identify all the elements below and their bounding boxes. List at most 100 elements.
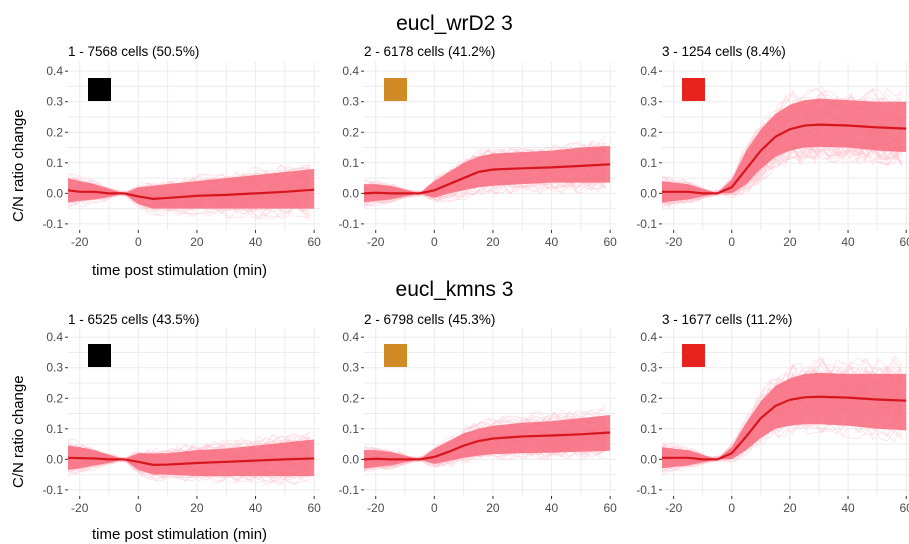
mean-line [68,456,315,466]
x-tick-label: 0 [431,501,438,515]
y-tick-label: 0.1 [640,422,657,436]
y-tick-label: 0.2 [640,391,657,405]
interquartile-band [364,415,611,469]
y-tick-label: 0.4 [342,330,359,344]
cell-trace [68,194,310,220]
y-tick-label: 0.4 [46,330,63,344]
cell-trace [662,88,903,192]
cell-trace [68,431,311,459]
y-tick-label: 0.0 [342,186,359,200]
mean-line [364,431,611,461]
x-tick-label: 60 [900,235,909,249]
x-tick-label: 20 [486,235,500,249]
y-tick-label: 0.3 [46,361,63,375]
y-tick-label: 0.3 [342,95,359,109]
cell-trace [364,135,606,192]
x-tick-label: 40 [841,501,855,515]
x-tick-label: 60 [603,235,617,249]
y-tick-label: 0.2 [342,391,359,405]
x-tick-label: -20 [367,501,385,515]
y-tick-label: 0.3 [342,361,359,375]
panel-title-6: 3 - 1677 cells (11.2%) [662,312,793,327]
figure-title-1: eucl_wrD2 3 [396,12,513,35]
x-tick-label: 20 [190,235,204,249]
axis-ticks: -20 0 20 40 60 -0.1 0.0 0.1 0.2 0.3 0.4 [636,64,909,249]
interquartile-band [68,168,315,209]
x-tick-label: 0 [135,235,142,249]
x-tick-label: 0 [728,501,735,515]
y-tick-label: 0.2 [342,125,359,139]
panel-title-2: 2 - 6178 cells (41.2%) [364,44,496,59]
y-tick-label: 0.0 [46,186,63,200]
panel-3: -20 0 20 40 60 -0.1 0.0 0.1 0.2 0.3 0.4 [636,62,909,249]
panel-title-3: 3 - 1254 cells (8.4%) [662,44,786,59]
axis-ticks: -20 0 20 40 60 -0.1 0.0 0.1 0.2 0.3 0.4 [42,330,321,515]
x-tick-label: -20 [665,235,683,249]
cluster-swatch [682,344,705,367]
cluster-swatch [384,344,407,367]
cluster-swatch [682,78,705,101]
x-tick-label: 40 [249,235,263,249]
mean-line [662,395,907,461]
figure-title-2: eucl_kmns 3 [395,278,514,301]
panel-title-1: 1 - 7568 cells (50.5%) [68,44,200,59]
x-tick-label: 40 [841,235,855,249]
x-tick-label: 20 [783,235,797,249]
x-tick-label: 0 [431,235,438,249]
y-tick-label: 0.0 [342,452,359,466]
cell-trace [662,141,903,205]
y-tick-label: -0.1 [636,483,657,497]
y-tick-label: -0.1 [338,217,359,231]
y-tick-label: 0.3 [46,95,63,109]
y-tick-label: 0.3 [640,361,657,375]
axis-ticks: -20 0 20 40 60 -0.1 0.0 0.1 0.2 0.3 0.4 [338,330,617,515]
y-tick-label: 0.4 [640,330,657,344]
y-tick-label: 0.1 [342,156,359,170]
cluster-swatch [384,78,407,101]
x-tick-label: 40 [249,501,263,515]
y-tick-label: 0.3 [640,95,657,109]
interquartile-band [662,372,907,469]
y-tick-label: 0.1 [46,422,63,436]
x-tick-label: -20 [367,235,385,249]
y-tick-label: 0.0 [640,452,657,466]
axis-ticks: -20 0 20 40 60 -0.1 0.0 0.1 0.2 0.3 0.4 [42,64,321,249]
x-tick-label: 60 [900,501,909,515]
panel-6: -20 0 20 40 60 -0.1 0.0 0.1 0.2 0.3 0.4 [636,328,909,515]
x-tick-label: 60 [307,501,321,515]
y-tick-label: 0.4 [46,64,63,78]
mean-line [364,163,611,195]
x-tick-label: 20 [486,501,500,515]
y-tick-label: -0.1 [636,217,657,231]
cluster-swatch [88,344,111,367]
y-tick-label: 0.1 [342,422,359,436]
y-tick-label: 0.2 [46,125,63,139]
x-tick-label: 60 [603,501,617,515]
y-tick-label: -0.1 [42,483,63,497]
x-tick-label: -20 [665,501,683,515]
panel-2: -20 0 20 40 60 -0.1 0.0 0.1 0.2 0.3 0.4 [338,62,617,249]
x-tick-label: 0 [728,235,735,249]
cell-trace [68,195,310,218]
axis-ticks: -20 0 20 40 60 -0.1 0.0 0.1 0.2 0.3 0.4 [636,330,909,515]
mean-line [68,188,315,200]
y-tick-label: -0.1 [42,217,63,231]
panel-title-5: 2 - 6798 cells (45.3%) [364,312,496,327]
x-tick-label: 40 [545,235,559,249]
axis-ticks: -20 0 20 40 60 -0.1 0.0 0.1 0.2 0.3 0.4 [338,64,617,249]
y-tick-label: 0.1 [640,156,657,170]
cluster-swatch [88,78,111,101]
panel-5: -20 0 20 40 60 -0.1 0.0 0.1 0.2 0.3 0.4 [338,328,617,515]
interquartile-band [364,146,611,203]
panel-4: -20 0 20 40 60 -0.1 0.0 0.1 0.2 0.3 0.4 [42,328,321,515]
x-tick-label: 60 [307,235,321,249]
x-axis-label-top: time post stimulation (min) [92,262,268,279]
panel-1: -20 0 20 40 60 -0.1 0.0 0.1 0.2 0.3 0.4 [42,62,321,249]
y-tick-label: 0.2 [640,125,657,139]
panel-title-4: 1 - 6525 cells (43.5%) [68,312,200,327]
y-tick-label: 0.1 [46,156,63,170]
x-tick-label: -20 [71,235,89,249]
y-tick-label: -0.1 [338,483,359,497]
y-tick-label: 0.0 [640,186,657,200]
